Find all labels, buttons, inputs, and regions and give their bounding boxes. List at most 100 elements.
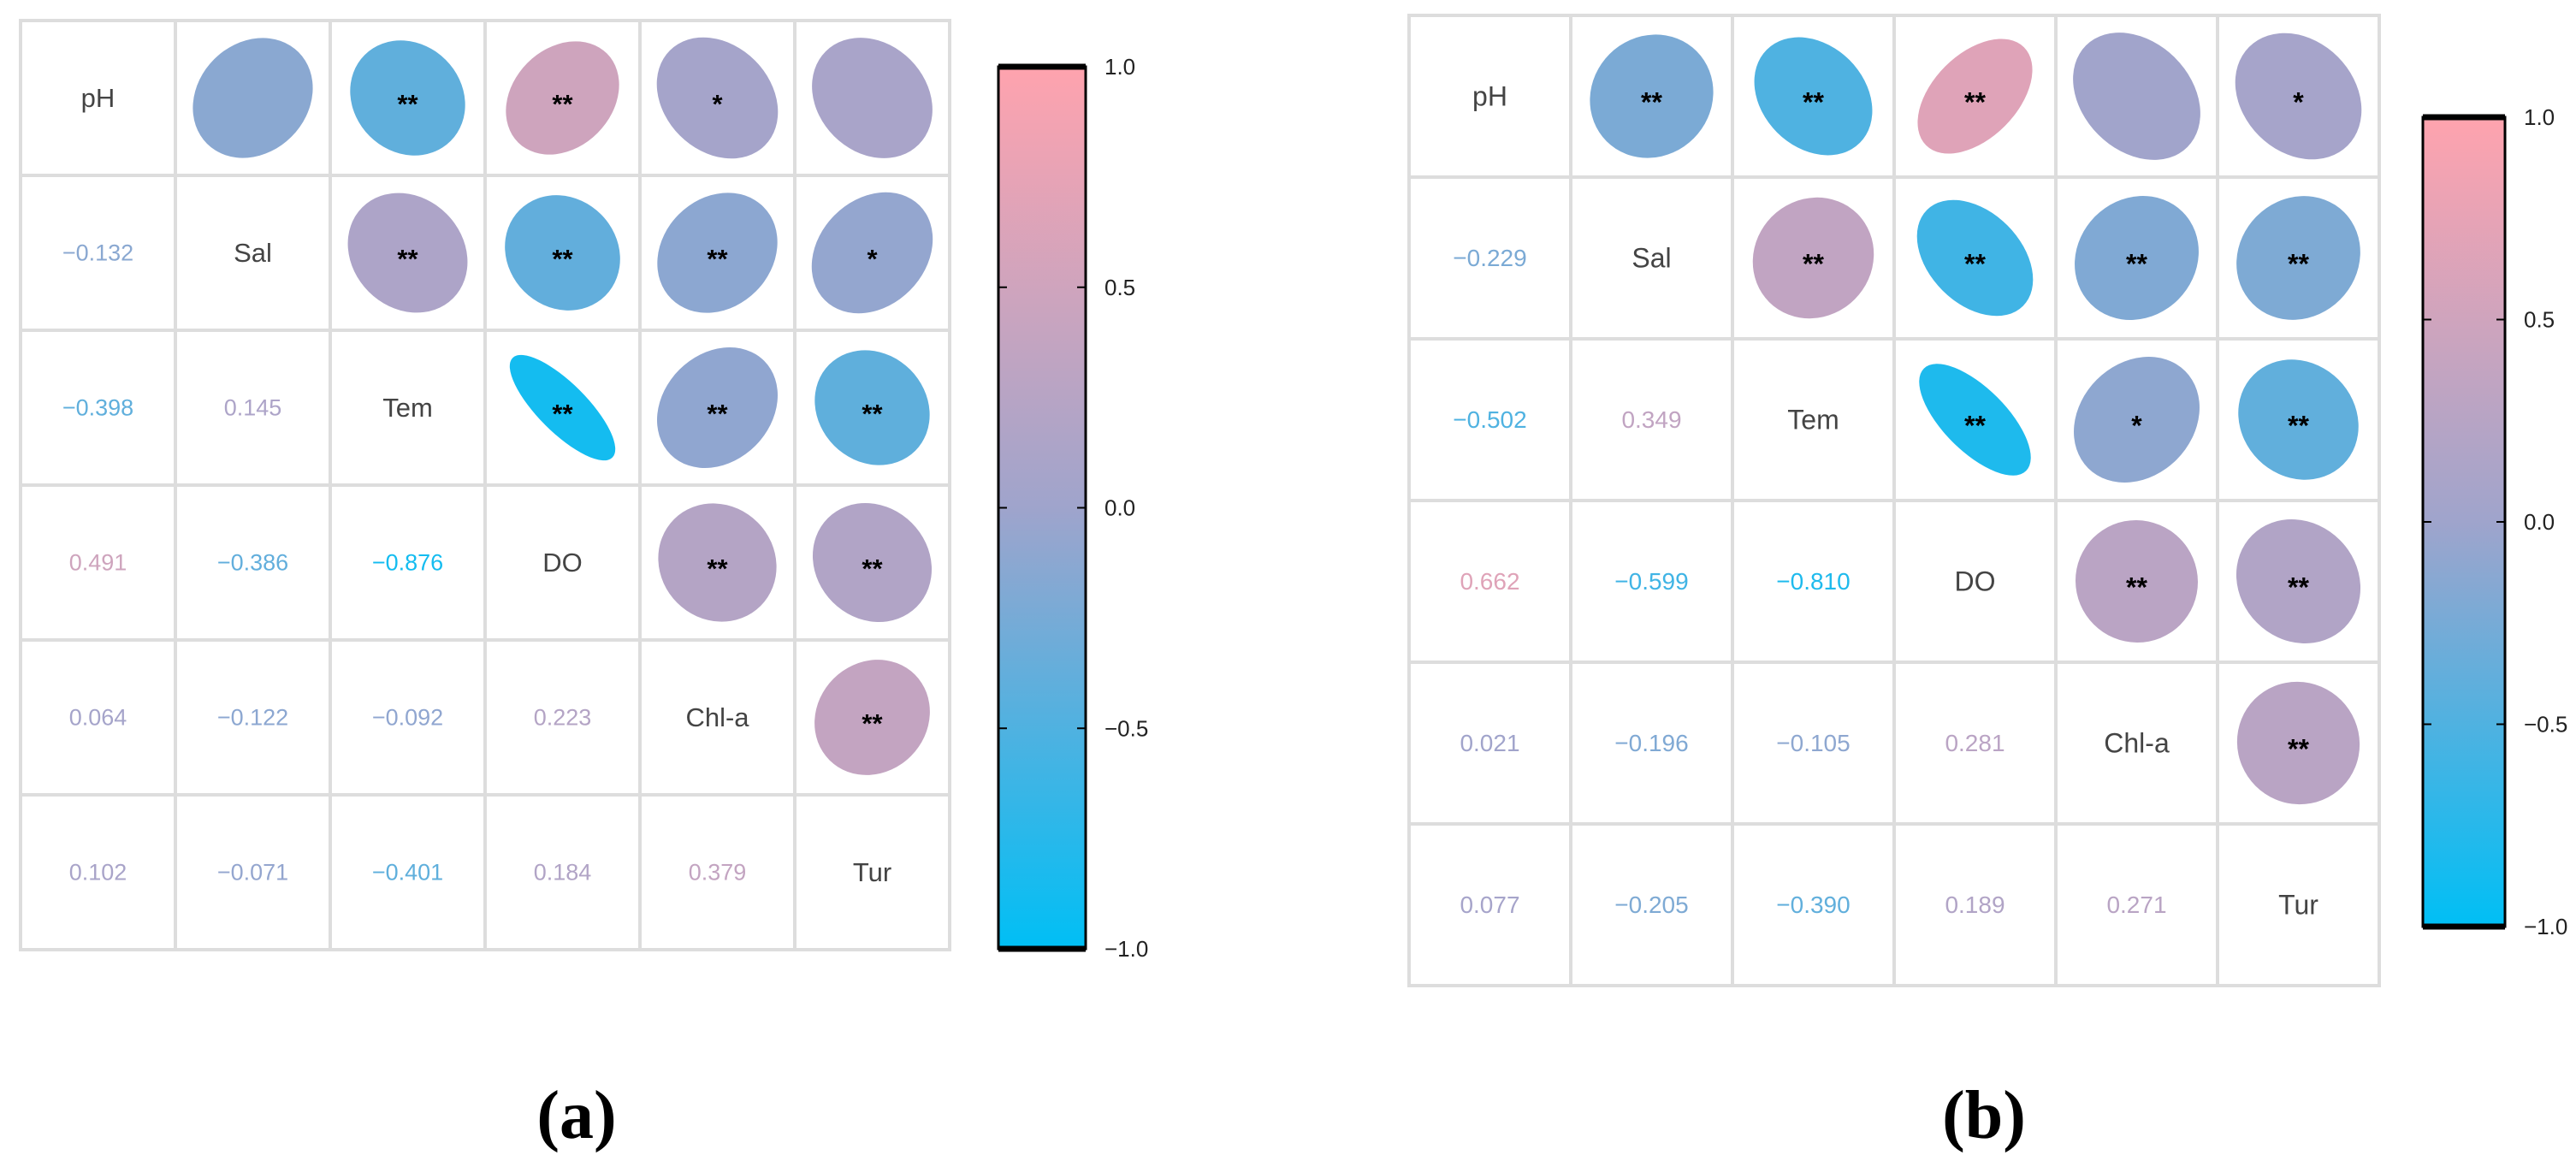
correlation-value: 0.064 [69, 705, 127, 731]
correlation-value: −0.105 [1776, 730, 1850, 756]
significance-marker: * [2131, 411, 2142, 441]
variable-label: Tem [1787, 405, 1839, 435]
matrix-cell [638, 638, 796, 797]
correlation-value: 0.189 [1945, 892, 2005, 918]
significance-marker: ** [1641, 87, 1662, 118]
significance-marker: ** [2288, 411, 2309, 441]
correlation-ellipse [1919, 364, 2031, 476]
matrix-cell [329, 483, 487, 642]
variable-label: pH [1472, 81, 1507, 112]
correlation-value: −0.398 [62, 395, 133, 421]
panel-label: (a) [536, 1078, 616, 1153]
variable-label: Chl-a [2104, 728, 2170, 759]
significance-marker: ** [2288, 572, 2309, 603]
correlation-panel-a: pH ** ** *−0.132 Sal ** ** ** *−0.398 0.145 Tem ** *… [19, 19, 1148, 1153]
matrix-cell [2054, 661, 2219, 826]
significance-marker: ** [1964, 411, 1986, 441]
correlation-value: −0.071 [217, 860, 288, 886]
matrix-cell [1569, 499, 1734, 664]
significance-marker: ** [397, 244, 418, 274]
matrix-cell [1569, 175, 1734, 341]
correlation-ellipse [811, 192, 933, 314]
correlation-value: 0.021 [1460, 730, 1519, 756]
matrix-cell [1407, 822, 1572, 987]
correlation-ellipse [812, 502, 933, 623]
significance-marker: ** [552, 244, 573, 274]
matrix-cell [329, 638, 487, 797]
significance-marker: ** [1964, 87, 1986, 118]
significance-marker: ** [397, 89, 418, 119]
matrix-cell [19, 19, 177, 177]
colorbar-tick-label: 1.0 [1104, 54, 1135, 80]
correlation-ellipse [1752, 197, 1874, 319]
significance-marker: ** [552, 399, 573, 429]
correlation-ellipse [1590, 34, 1714, 158]
correlation-ellipse [2236, 196, 2360, 320]
colorbar-tick-label: 1.0 [2524, 104, 2555, 130]
correlation-value: 0.077 [1460, 892, 1519, 918]
correlation-ellipse [658, 503, 777, 622]
correlation-ellipse [2236, 681, 2360, 805]
matrix-cell [1731, 337, 1896, 502]
matrix-cell [1407, 661, 1572, 826]
significance-marker: ** [2126, 249, 2147, 280]
significance-marker: * [712, 89, 723, 119]
correlation-value: −0.205 [1614, 892, 1688, 918]
variable-label: DO [542, 548, 583, 578]
correlation-ellipse [657, 193, 778, 313]
correlation-value: −0.390 [1776, 892, 1850, 918]
significance-marker: ** [1964, 249, 1986, 280]
correlation-value: −0.401 [372, 860, 443, 886]
colorbar-tick-label: −0.5 [2524, 712, 2567, 738]
correlation-value: 0.145 [224, 395, 282, 421]
correlation-ellipse [2235, 33, 2362, 160]
correlation-value: 0.102 [69, 860, 127, 886]
colorbar-tick-label: −1.0 [2524, 914, 2567, 939]
matrix-cell [1407, 175, 1572, 341]
significance-marker: ** [1803, 87, 1824, 118]
colorbar-tick-label: 0.0 [1104, 495, 1135, 521]
correlation-value: −0.122 [217, 705, 288, 731]
matrix-cell [483, 793, 642, 951]
colorbar [2421, 116, 2507, 928]
correlation-ellipse [347, 193, 468, 313]
correlation-ellipse [812, 38, 933, 158]
variable-label: Tem [382, 393, 433, 423]
correlation-ellipse [2238, 359, 2359, 480]
correlation-ellipse [350, 40, 465, 156]
significance-marker: ** [2288, 734, 2309, 765]
matrix-cell [174, 329, 332, 487]
matrix-cell [1569, 822, 1734, 987]
significance-marker: ** [2288, 249, 2309, 280]
colorbar-tick-label: −1.0 [1104, 936, 1148, 962]
correlation-ellipse [2076, 520, 2198, 643]
colorbar [997, 65, 1087, 951]
matrix-cell [483, 638, 642, 797]
correlation-value: 0.379 [689, 860, 747, 886]
significance-marker: ** [707, 554, 728, 584]
correlation-value: −0.502 [1453, 406, 1526, 433]
colorbar-tick-label: 0.5 [2524, 307, 2555, 333]
correlation-ellipse [656, 37, 779, 159]
correlation-ellipse [2235, 518, 2361, 644]
correlation-ellipse [505, 195, 620, 311]
correlation-value: 0.223 [534, 705, 592, 731]
matrix-cell [1731, 822, 1896, 987]
colorbar-tick-label: −0.5 [1104, 715, 1148, 741]
matrix-cell [1892, 661, 2058, 826]
variable-label: pH [81, 83, 115, 113]
correlation-ellipse [1916, 199, 2034, 317]
correlation-value: −0.196 [1614, 730, 1688, 756]
correlation-value: −0.599 [1614, 568, 1688, 595]
matrix-cell [1569, 337, 1734, 502]
colorbar-tick-label: 0.0 [2524, 509, 2555, 535]
correlation-value: 0.271 [2106, 892, 2166, 918]
correlation-ellipse [192, 38, 313, 158]
correlation-ellipse [1917, 39, 2033, 154]
matrix-cell [793, 793, 951, 951]
significance-marker: ** [2126, 572, 2147, 603]
correlation-ellipse [1754, 37, 1873, 156]
matrix-cell [1407, 499, 1572, 664]
significance-marker: ** [707, 399, 728, 429]
